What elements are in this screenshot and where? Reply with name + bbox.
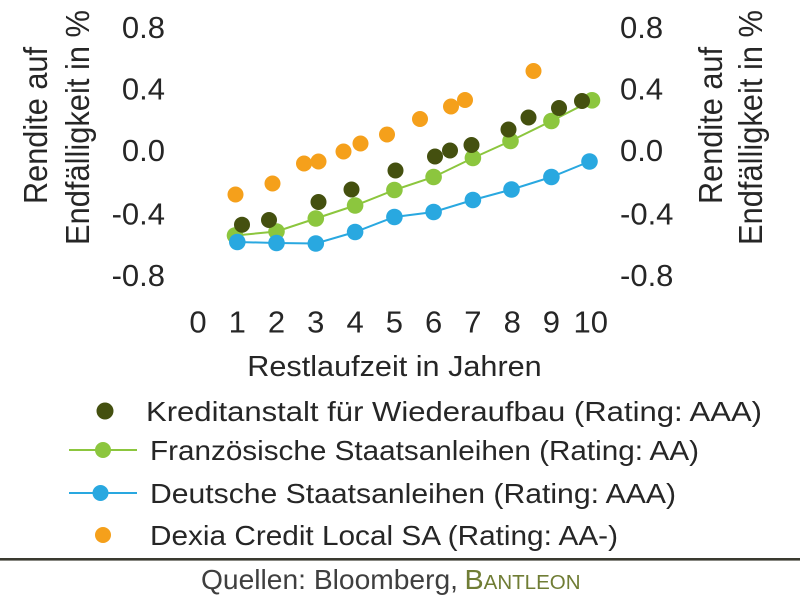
- svg-text:Deutsche Staatsanleihen (Ratin: Deutsche Staatsanleihen (Rating: AAA): [150, 478, 676, 509]
- svg-text:0.4: 0.4: [122, 71, 165, 106]
- svg-text:-0.8: -0.8: [620, 258, 673, 293]
- svg-text:Dexia Credit Local SA (Rating:: Dexia Credit Local SA (Rating: AA-): [150, 520, 618, 551]
- svg-text:0.0: 0.0: [620, 133, 663, 168]
- svg-text:Endfälligkeit in %: Endfälligkeit in %: [59, 10, 96, 245]
- svg-text:2: 2: [268, 304, 285, 339]
- svg-text:Restlaufzeit in Jahren: Restlaufzeit in Jahren: [247, 351, 541, 383]
- svg-text:Endfälligkeit in %: Endfälligkeit in %: [732, 10, 769, 245]
- svg-text:0.8: 0.8: [122, 10, 165, 45]
- svg-text:Kreditanstalt für Wiederaufbau: Kreditanstalt für Wiederaufbau (Rating: …: [146, 396, 762, 427]
- svg-text:Französische Staatsanleihen (R: Französische Staatsanleihen (Rating: AA): [150, 435, 699, 466]
- svg-text:6: 6: [425, 304, 442, 339]
- svg-text:10: 10: [573, 304, 607, 339]
- svg-text:0.4: 0.4: [620, 71, 663, 106]
- svg-text:0.8: 0.8: [620, 10, 663, 45]
- svg-text:5: 5: [386, 304, 403, 339]
- svg-text:7: 7: [464, 304, 481, 339]
- svg-text:3: 3: [307, 304, 324, 339]
- svg-text:-0.8: -0.8: [112, 258, 165, 293]
- svg-text:-0.4: -0.4: [112, 196, 165, 231]
- svg-text:-0.4: -0.4: [620, 196, 673, 231]
- svg-text:1: 1: [229, 304, 246, 339]
- svg-text:Bantleon: Bantleon: [465, 564, 581, 595]
- svg-text:Quellen: Bloomberg,: Quellen: Bloomberg,: [201, 564, 458, 595]
- svg-text:9: 9: [543, 304, 560, 339]
- svg-text:0: 0: [189, 304, 206, 339]
- svg-text:Rendite auf: Rendite auf: [692, 46, 729, 204]
- svg-text:Rendite auf: Rendite auf: [17, 46, 54, 204]
- svg-text:8: 8: [504, 304, 521, 339]
- svg-text:0.0: 0.0: [122, 133, 165, 168]
- svg-text:4: 4: [346, 304, 363, 339]
